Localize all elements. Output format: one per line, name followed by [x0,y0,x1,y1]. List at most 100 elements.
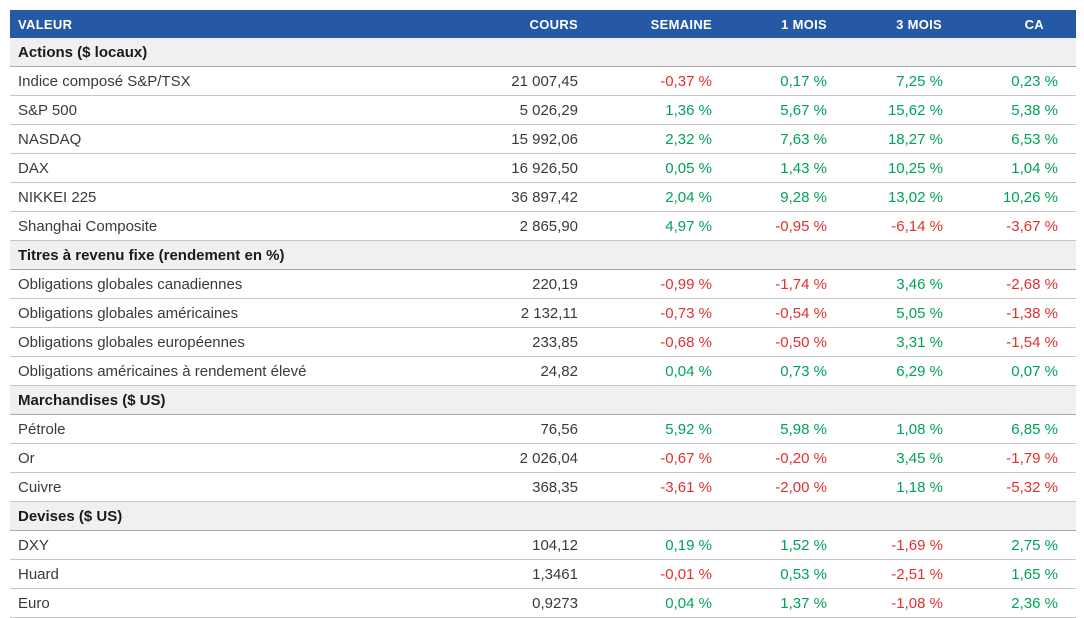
pct-semaine-cell: -0,37 % [588,66,722,96]
pct-mois3-cell: -6,14 % [837,211,952,241]
pct-mois3-cell: 18,27 % [837,124,952,154]
column-header-1mois: 1 MOIS [722,10,837,38]
instrument-name-cell: Obligations globales européennes [10,327,488,357]
cours-value-cell: 1,3461 [488,559,588,589]
cours-value-cell: 16 926,50 [488,153,588,183]
section-row: Marchandises ($ US) [10,385,1076,415]
pct-ca-cell: 0,07 % [952,356,1076,386]
pct-mois3-cell: 3,31 % [837,327,952,357]
table-row: NIKKEI 225 36 897,42 2,04 % 9,28 % 13,02 % 10… [10,182,1076,212]
section-title: Actions ($ locaux) [10,38,1076,67]
pct-ca-cell: -2,68 % [952,269,1076,299]
pct-mois1-cell: 9,28 % [722,182,837,212]
instrument-name-cell: Cuivre [10,472,488,502]
pct-semaine-cell: -3,61 % [588,472,722,502]
pct-mois3-cell: 7,25 % [837,66,952,96]
instrument-name-cell: Obligations globales américaines [10,298,488,328]
table-header: VALEUR COURS SEMAINE 1 MOIS 3 MOIS CA [10,10,1076,38]
pct-mois1-cell: 0,73 % [722,356,837,386]
header-row: VALEUR COURS SEMAINE 1 MOIS 3 MOIS CA [10,10,1076,38]
table-row: Indice composé S&P/TSX 21 007,45 -0,37 % 0,… [10,66,1076,96]
pct-mois1-cell: 7,63 % [722,124,837,154]
cours-value-cell: 0,9273 [488,588,588,618]
instrument-name-cell: S&P 500 [10,95,488,125]
pct-ca-cell: 1,65 % [952,559,1076,589]
pct-ca-cell: 6,85 % [952,414,1076,444]
table-body: Actions ($ locaux) Indice composé S&P/TSX… [10,38,1076,618]
pct-mois3-cell: 3,45 % [837,443,952,473]
instrument-name-cell: Obligations américaines à rendement élev… [10,356,488,386]
pct-semaine-cell: 0,04 % [588,356,722,386]
cours-value-cell: 24,82 [488,356,588,386]
cours-value-cell: 15 992,06 [488,124,588,154]
column-header-3mois: 3 MOIS [837,10,952,38]
pct-mois1-cell: 0,53 % [722,559,837,589]
pct-mois3-cell: -1,08 % [837,588,952,618]
section-title: Marchandises ($ US) [10,385,1076,415]
cours-value-cell: 2 026,04 [488,443,588,473]
pct-mois1-cell: -0,54 % [722,298,837,328]
pct-semaine-cell: -0,99 % [588,269,722,299]
section-row: Devises ($ US) [10,501,1076,531]
column-header-valeur: VALEUR [10,10,488,38]
section-row: Titres à revenu fixe (rendement en %) [10,240,1076,270]
pct-mois3-cell: 3,46 % [837,269,952,299]
table-row: Obligations globales américaines 2 132,11… [10,298,1076,328]
pct-mois3-cell: 1,08 % [837,414,952,444]
pct-mois1-cell: -0,95 % [722,211,837,241]
pct-mois1-cell: 5,98 % [722,414,837,444]
table-row: NASDAQ 15 992,06 2,32 % 7,63 % 18,27 % 6,53 % [10,124,1076,154]
table-row: Obligations globales européennes 233,85 -0… [10,327,1076,357]
pct-ca-cell: 5,38 % [952,95,1076,125]
section-title: Titres à revenu fixe (rendement en %) [10,240,1076,270]
pct-semaine-cell: 4,97 % [588,211,722,241]
pct-mois1-cell: 0,17 % [722,66,837,96]
pct-ca-cell: -5,32 % [952,472,1076,502]
pct-ca-cell: -1,79 % [952,443,1076,473]
instrument-name-cell: Huard [10,559,488,589]
pct-semaine-cell: 2,04 % [588,182,722,212]
table-row: Obligations américaines à rendement élev… [10,356,1076,386]
pct-ca-cell: 10,26 % [952,182,1076,212]
section-title: Devises ($ US) [10,501,1076,531]
instrument-name-cell: Pétrole [10,414,488,444]
cours-value-cell: 5 026,29 [488,95,588,125]
cours-value-cell: 2 132,11 [488,298,588,328]
cours-value-cell: 36 897,42 [488,182,588,212]
table-row: DAX 16 926,50 0,05 % 1,43 % 10,25 % 1,04 % [10,153,1076,183]
pct-mois1-cell: 1,43 % [722,153,837,183]
pct-semaine-cell: 1,36 % [588,95,722,125]
pct-mois3-cell: 15,62 % [837,95,952,125]
pct-mois3-cell: 13,02 % [837,182,952,212]
table-row: Euro 0,9273 0,04 % 1,37 % -1,08 % 2,36 % [10,588,1076,618]
table-row: Shanghai Composite 2 865,90 4,97 % -0,95 % -… [10,211,1076,241]
pct-ca-cell: 2,75 % [952,530,1076,560]
instrument-name-cell: DAX [10,153,488,183]
pct-semaine-cell: 0,05 % [588,153,722,183]
pct-mois1-cell: 5,67 % [722,95,837,125]
pct-mois3-cell: 10,25 % [837,153,952,183]
table-row: Pétrole 76,56 5,92 % 5,98 % 1,08 % 6,85 % [10,414,1076,444]
instrument-name-cell: NIKKEI 225 [10,182,488,212]
pct-ca-cell: 1,04 % [952,153,1076,183]
instrument-name-cell: Obligations globales canadiennes [10,269,488,299]
table-row: Or 2 026,04 -0,67 % -0,20 % 3,45 % -1,79 % [10,443,1076,473]
table-row: Cuivre 368,35 -3,61 % -2,00 % 1,18 % -5,32 % [10,472,1076,502]
pct-mois3-cell: 5,05 % [837,298,952,328]
table-row: DXY 104,12 0,19 % 1,52 % -1,69 % 2,75 % [10,530,1076,560]
pct-semaine-cell: -0,67 % [588,443,722,473]
instrument-name-cell: Euro [10,588,488,618]
section-row: Actions ($ locaux) [10,38,1076,67]
pct-mois3-cell: 6,29 % [837,356,952,386]
pct-mois3-cell: -2,51 % [837,559,952,589]
pct-semaine-cell: 2,32 % [588,124,722,154]
pct-ca-cell: 6,53 % [952,124,1076,154]
instrument-name-cell: Shanghai Composite [10,211,488,241]
pct-mois1-cell: -1,74 % [722,269,837,299]
pct-semaine-cell: 0,04 % [588,588,722,618]
pct-mois1-cell: 1,52 % [722,530,837,560]
instrument-name-cell: NASDAQ [10,124,488,154]
instrument-name-cell: Indice composé S&P/TSX [10,66,488,96]
column-header-ca: CA [952,10,1076,38]
